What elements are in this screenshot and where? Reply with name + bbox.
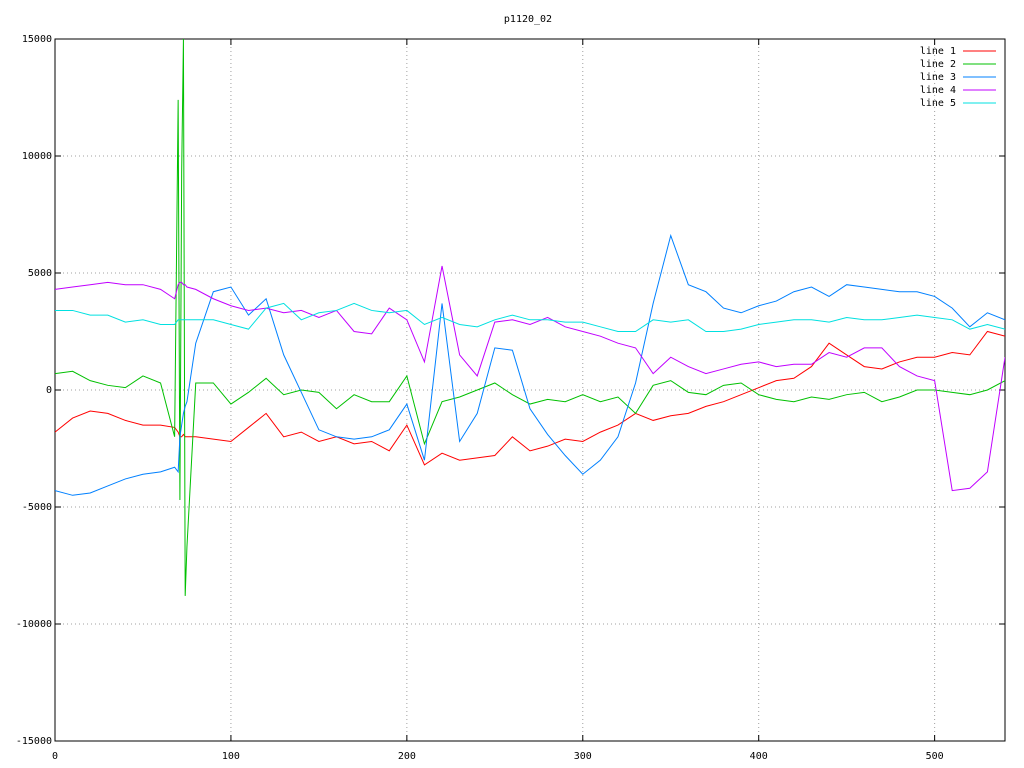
x-tick-label: 0	[52, 751, 58, 762]
x-tick-label: 500	[926, 751, 944, 762]
x-tick-label: 300	[574, 751, 592, 762]
y-tick-label: 5000	[28, 268, 52, 279]
legend-label: line 1	[920, 46, 956, 57]
y-tick-label: 0	[46, 385, 52, 396]
data-line	[55, 233, 1005, 496]
plot-area	[55, 39, 1005, 596]
chart-title: p1120_02	[504, 14, 552, 25]
y-tick-label: -10000	[16, 619, 52, 630]
y-tick-label: 10000	[22, 151, 52, 162]
x-tick-label: 100	[222, 751, 240, 762]
legend-label: line 5	[920, 98, 956, 109]
data-line	[55, 39, 1005, 596]
data-line	[55, 330, 1005, 466]
y-tick-label: 15000	[22, 34, 52, 45]
data-line	[55, 302, 1005, 332]
x-tick-label: 400	[750, 751, 768, 762]
y-tick-label: -5000	[22, 502, 52, 513]
x-tick-label: 200	[398, 751, 416, 762]
plot-frame	[54, 38, 1006, 742]
legend-label: line 3	[920, 72, 956, 83]
y-tick-label: -15000	[16, 736, 52, 747]
legend-label: line 2	[920, 59, 956, 70]
legend-label: line 4	[920, 85, 956, 96]
data-line	[55, 265, 1005, 492]
